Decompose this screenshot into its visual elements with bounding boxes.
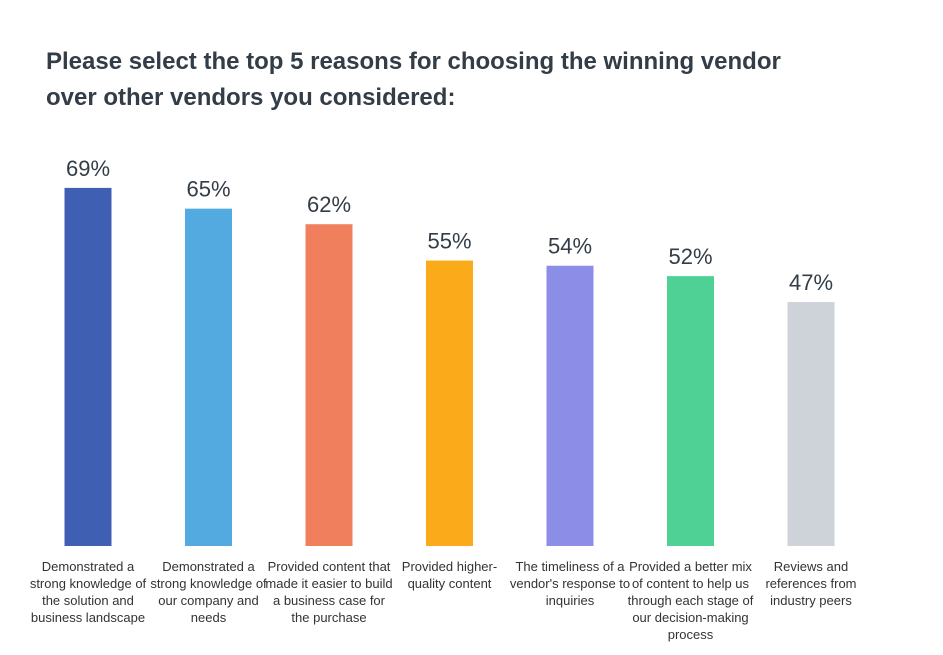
value-label: 52% <box>668 244 712 269</box>
x-tick-label: Provided content that made it easier to … <box>265 559 393 625</box>
bar <box>305 224 353 546</box>
x-tick-label: Provided a better mix of content to help… <box>627 559 754 642</box>
x-tick-label: Reviews and references from industry pee… <box>765 559 857 608</box>
bar <box>64 187 112 546</box>
bar <box>667 276 714 546</box>
value-label: 47% <box>789 270 833 295</box>
bar <box>787 302 835 546</box>
bar <box>546 265 594 546</box>
chart-title: Please select the top 5 reasons for choo… <box>46 48 781 111</box>
value-label: 62% <box>307 192 351 217</box>
value-label: 69% <box>66 156 110 181</box>
value-label: 54% <box>548 234 592 259</box>
bar <box>185 208 232 546</box>
x-tick-label: Provided higher-quality content <box>401 559 498 591</box>
x-tick-label: The timeliness of a vendor's response to… <box>509 559 631 608</box>
x-tick-label: Demonstrated a strong knowledge of our c… <box>150 559 267 625</box>
value-label: 65% <box>186 177 230 202</box>
value-label: 55% <box>427 229 471 254</box>
bar <box>426 260 473 546</box>
x-tick-label: Demonstrated a strong knowledge of the s… <box>29 559 147 625</box>
